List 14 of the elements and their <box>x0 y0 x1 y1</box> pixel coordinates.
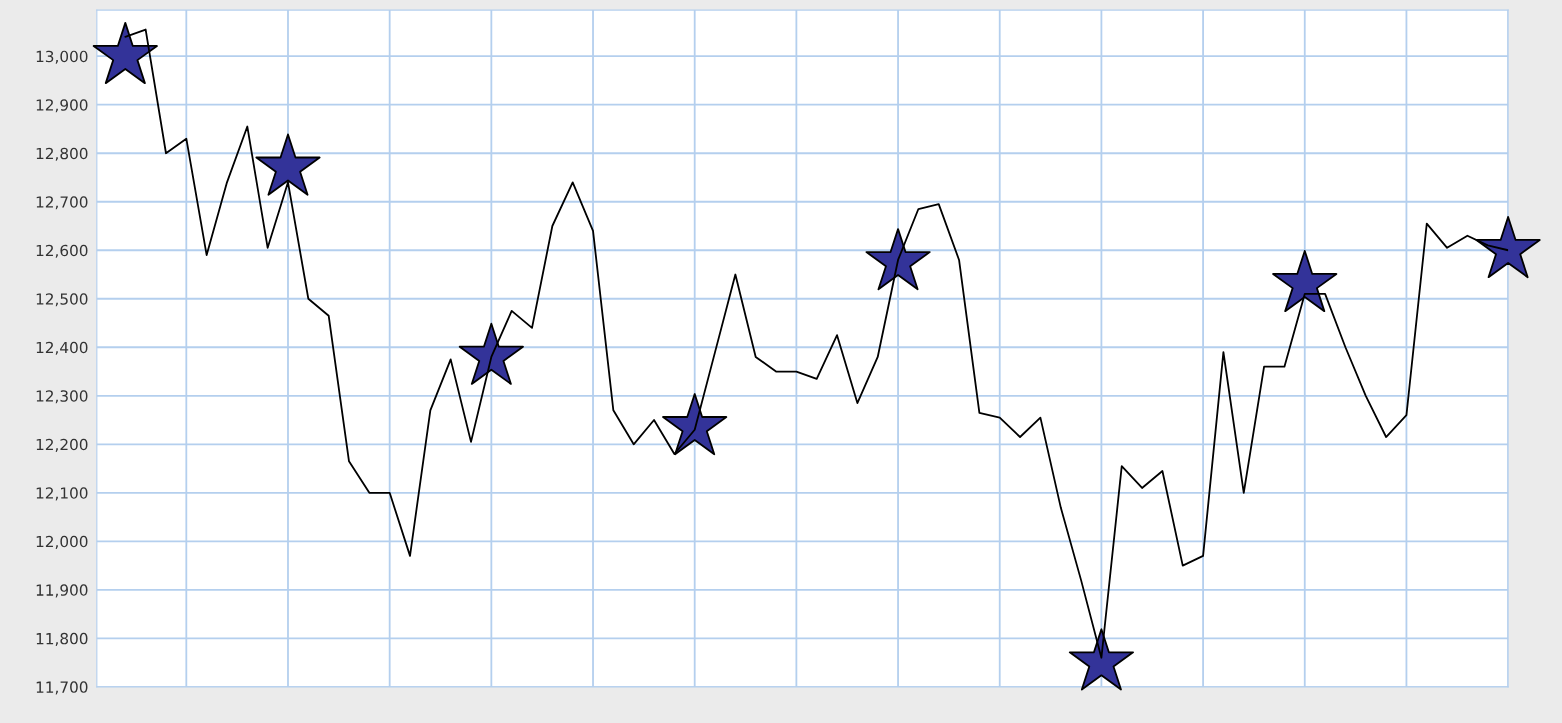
y-tick-label: 12,000 <box>36 535 88 549</box>
y-tick-label: 11,800 <box>36 632 88 646</box>
y-tick-label: 12,200 <box>36 438 88 452</box>
y-tick-label: 12,500 <box>36 293 88 307</box>
y-tick-label: 12,600 <box>36 244 88 258</box>
y-tick-label: 12,800 <box>36 147 88 161</box>
y-tick-label: 12,400 <box>36 341 88 355</box>
y-tick-label: 13,000 <box>36 50 88 64</box>
y-tick-label: 12,900 <box>36 99 88 113</box>
y-tick-label: 11,700 <box>36 681 88 695</box>
y-tick-label: 11,900 <box>36 584 88 598</box>
y-tick-label: 12,100 <box>36 487 88 501</box>
y-tick-label: 12,700 <box>36 196 88 210</box>
y-tick-label: 12,300 <box>36 390 88 404</box>
